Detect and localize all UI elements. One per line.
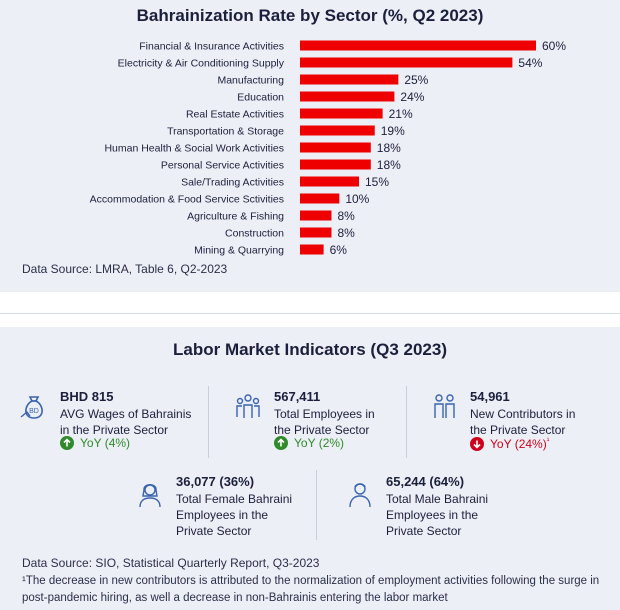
stat-label: New Contributors in: [470, 407, 576, 421]
stat-label: Total Female Bahraini: [176, 492, 293, 506]
stat-label: the Private Sector: [470, 423, 566, 437]
stat-divider: [316, 470, 317, 540]
bar: [300, 244, 324, 255]
stat-label: in the Private Sector: [60, 423, 169, 437]
category-label: Transportation & Storage: [167, 126, 284, 138]
yoy-text: YoY (4%): [80, 436, 131, 450]
bar: [300, 227, 332, 238]
stat-value: BHD 815: [60, 389, 114, 404]
data-label: 15%: [365, 175, 389, 189]
data-label: 8%: [337, 226, 355, 240]
bar: [300, 159, 371, 170]
female-person-icon: [139, 484, 161, 508]
category-label: Agriculture & Fishing: [187, 211, 284, 223]
group-people-icon: [236, 394, 260, 418]
stat-label: Total Male Bahraini: [386, 492, 489, 506]
stat-label: the Private Sector: [274, 423, 370, 437]
data-label: 18%: [377, 141, 401, 155]
stat-avg-wages: BHD 815 AVG Wages of Bahrainis in the Pr…: [60, 389, 191, 438]
data-label: 19%: [381, 124, 405, 138]
bar: [300, 91, 395, 102]
bar: [300, 108, 383, 119]
bar: [300, 176, 359, 187]
stat-total-employees: 567,411 Total Employees in the Private S…: [274, 389, 375, 438]
arrow-up-icon: [60, 436, 74, 450]
labor-market-panel: [0, 327, 620, 610]
category-label: Manufacturing: [217, 75, 284, 87]
svg-text:BD: BD: [29, 408, 39, 415]
category-label: Education: [237, 92, 284, 104]
stat-male-employees: 65,244 (64%) Total Male Bahraini Employe…: [386, 474, 488, 539]
bar-chart: Financial & Insurance Activities 60% Elect…: [90, 39, 567, 257]
stat-value: 65,244 (64%): [386, 474, 465, 489]
yoy-text: YoY (2%): [294, 436, 345, 450]
section-divider: [0, 292, 620, 327]
data-label: 6%: [330, 243, 348, 257]
category-label: Financial & Insurance Activities: [139, 41, 284, 53]
chart-title: Bahrainization Rate by Sector (%, Q2 202…: [136, 6, 484, 25]
data-label: 25%: [404, 73, 428, 87]
stat-new-contributors: 54,961 New Contributors in the Private S…: [470, 389, 575, 438]
data-label: 10%: [345, 192, 369, 206]
stat-label: Total Employees in: [274, 407, 375, 421]
stat-label: AVG Wages of Bahrainis: [60, 407, 192, 421]
yoy-indicator: YoY (24%)¹: [470, 436, 549, 451]
stat-value: 567,411: [274, 389, 321, 404]
stat-value: 54,961: [470, 389, 510, 404]
stat-divider: [406, 386, 407, 458]
category-label: Electricity & Air Conditioning Supply: [118, 58, 285, 70]
stat-label: Private Sector: [176, 524, 252, 538]
data-label: 54%: [518, 56, 542, 70]
chart-source: Data Source: LMRA, Table 6, Q2-2023: [22, 262, 228, 276]
footnote-marker: ¹: [546, 436, 550, 445]
labor-market-source: Data Source: SIO, Statistical Quarterly …: [22, 556, 320, 570]
data-label: 24%: [400, 90, 424, 104]
category-label: Sale/Trading Activities: [181, 177, 284, 189]
bar: [300, 57, 513, 68]
footnote: ¹The decrease in new contributors is att…: [22, 575, 600, 604]
category-label: Human Health & Social Work Activities: [104, 143, 284, 155]
yoy-indicator: YoY (4%): [60, 436, 130, 450]
divider-line: [0, 313, 620, 314]
yoy-text: YoY (24%): [490, 437, 547, 451]
bar: [300, 142, 371, 153]
data-label: 60%: [542, 39, 566, 53]
bar: [300, 125, 375, 136]
stat-female-employees: 36,077 (36%) Total Female Bahraini Emplo…: [176, 474, 292, 539]
male-person-icon: [349, 483, 371, 508]
category-label: Construction: [225, 228, 284, 240]
two-people-icon: [434, 394, 455, 418]
bar: [300, 74, 399, 85]
category-label: Accommodation & Food Service Sctivities: [90, 194, 284, 206]
arrow-down-icon: [470, 436, 484, 451]
bar: [300, 193, 340, 204]
yoy-indicator: YoY (2%): [274, 436, 344, 450]
money-bag-icon: BD: [20, 396, 43, 419]
arrow-up-icon: [274, 436, 288, 450]
category-label: Real Estate Activities: [186, 109, 284, 121]
data-label: 21%: [389, 107, 413, 121]
bar: [300, 210, 332, 221]
category-label: Personal Service Activities: [161, 160, 284, 172]
stat-divider: [208, 386, 209, 458]
bar: [300, 40, 536, 51]
labor-market-title: Labor Market Indicators (Q3 2023): [173, 340, 447, 359]
data-label: 18%: [377, 158, 401, 172]
stat-label: Employees in the: [386, 508, 479, 522]
stat-label: Private Sector: [386, 524, 462, 538]
data-label: 8%: [337, 209, 355, 223]
stat-label: Employees in the: [176, 508, 269, 522]
category-label: Mining & Quarrying: [194, 245, 284, 257]
stat-value: 36,077 (36%): [176, 474, 255, 489]
